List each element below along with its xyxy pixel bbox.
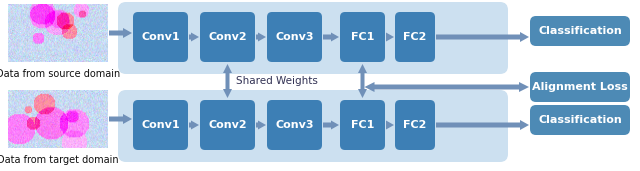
Polygon shape xyxy=(386,121,394,129)
FancyBboxPatch shape xyxy=(118,90,508,162)
FancyBboxPatch shape xyxy=(267,100,322,150)
FancyBboxPatch shape xyxy=(530,105,630,135)
Text: Data from target domain: Data from target domain xyxy=(0,155,119,165)
Text: Alignment Loss: Alignment Loss xyxy=(532,82,628,92)
Text: FC2: FC2 xyxy=(403,120,427,130)
Text: Classification: Classification xyxy=(538,115,622,125)
FancyBboxPatch shape xyxy=(118,2,508,74)
FancyBboxPatch shape xyxy=(200,12,255,62)
Text: Conv2: Conv2 xyxy=(208,32,247,42)
Polygon shape xyxy=(223,64,232,98)
Text: Conv2: Conv2 xyxy=(208,120,247,130)
Text: Classification: Classification xyxy=(538,26,622,36)
Polygon shape xyxy=(109,114,132,124)
Polygon shape xyxy=(323,121,339,129)
FancyBboxPatch shape xyxy=(395,12,435,62)
FancyBboxPatch shape xyxy=(200,100,255,150)
Text: FC1: FC1 xyxy=(351,120,374,130)
FancyBboxPatch shape xyxy=(133,100,188,150)
FancyBboxPatch shape xyxy=(530,16,630,46)
Text: Conv1: Conv1 xyxy=(141,32,180,42)
Text: FC2: FC2 xyxy=(403,32,427,42)
Polygon shape xyxy=(358,64,367,98)
FancyBboxPatch shape xyxy=(530,72,630,102)
Text: Data from source domain: Data from source domain xyxy=(0,69,120,79)
Polygon shape xyxy=(365,82,529,92)
Text: Shared Weights: Shared Weights xyxy=(236,76,317,86)
FancyBboxPatch shape xyxy=(340,100,385,150)
Polygon shape xyxy=(109,28,132,38)
Text: FC1: FC1 xyxy=(351,32,374,42)
Polygon shape xyxy=(256,32,266,42)
Polygon shape xyxy=(436,32,529,42)
Text: Conv1: Conv1 xyxy=(141,120,180,130)
FancyBboxPatch shape xyxy=(340,12,385,62)
Polygon shape xyxy=(189,32,199,42)
FancyBboxPatch shape xyxy=(267,12,322,62)
Text: Conv3: Conv3 xyxy=(275,120,314,130)
FancyBboxPatch shape xyxy=(395,100,435,150)
Polygon shape xyxy=(386,32,394,42)
Polygon shape xyxy=(256,121,266,129)
Text: Conv3: Conv3 xyxy=(275,32,314,42)
Polygon shape xyxy=(323,32,339,42)
Polygon shape xyxy=(436,120,529,130)
FancyBboxPatch shape xyxy=(133,12,188,62)
Polygon shape xyxy=(189,121,199,129)
